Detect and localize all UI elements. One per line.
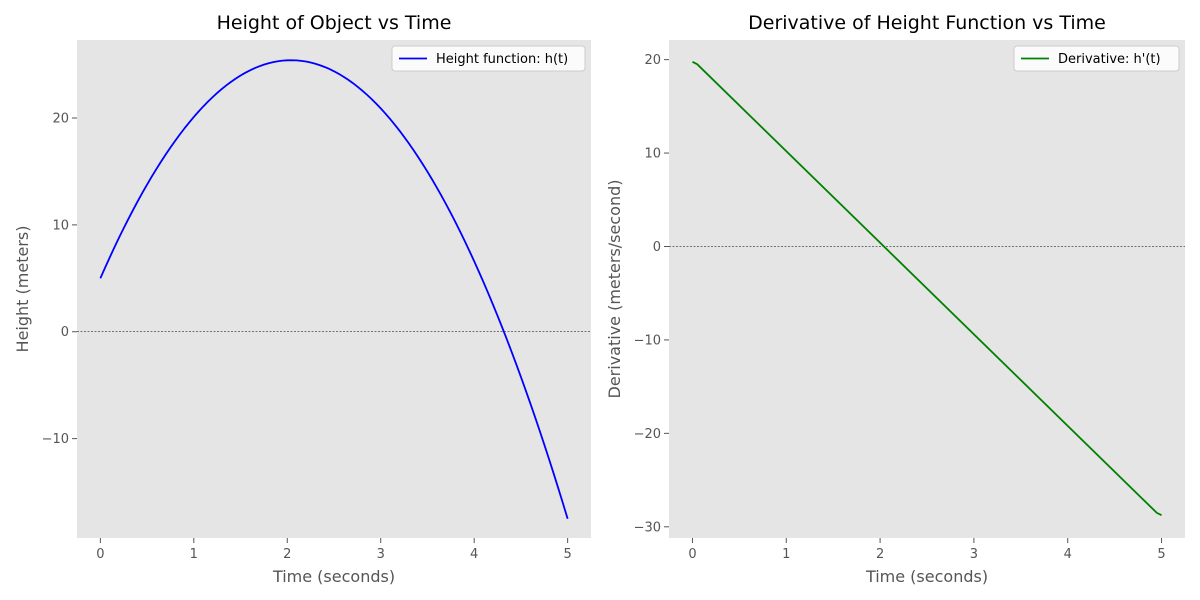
- y-tick-label: −10: [42, 432, 69, 447]
- x-axis-label: Time (seconds): [272, 567, 395, 586]
- y-tick-label: −20: [634, 427, 661, 442]
- legend: Derivative: h'(t): [1013, 45, 1180, 72]
- x-tick-label: 4: [470, 547, 478, 562]
- y-tick-label: −30: [634, 520, 661, 535]
- series-line: [99, 59, 569, 520]
- x-tick-label: 4: [1064, 547, 1072, 562]
- ticks: 0 1 2 3 4 5 −10 0 10 20: [42, 112, 572, 562]
- y-tick-label: 20: [52, 112, 69, 127]
- ticks: 0 1 2 3 4 5 −30 −20 −10 0 10 20: [634, 53, 1166, 562]
- x-axis-label: Time (seconds): [865, 567, 988, 586]
- series-lines: [669, 61, 1185, 517]
- chart-derivative: Derivative of Height Function vs Time 0 1…: [605, 12, 1185, 586]
- x-tick-label: 1: [782, 547, 790, 562]
- x-tick-label: 0: [96, 547, 104, 562]
- y-tick-label: 10: [52, 218, 69, 233]
- legend: Height function: h(t): [391, 45, 586, 72]
- x-tick-label: 3: [970, 547, 978, 562]
- plot-area: [77, 40, 591, 538]
- y-axis-label: Derivative (meters/second): [605, 180, 624, 399]
- chart-title: Height of Object vs Time: [217, 12, 452, 34]
- x-tick-label: 5: [563, 547, 571, 562]
- legend-box: [1013, 45, 1180, 72]
- y-tick-label: 0: [653, 240, 661, 255]
- series-line: [692, 61, 1162, 517]
- chart-height: Height of Object vs Time 0 1 2 3 4 5−1001020 …: [13, 12, 591, 586]
- y-axis-label: Height (meters): [13, 226, 32, 353]
- chart-title: Derivative of Height Function vs Time: [748, 12, 1106, 34]
- y-tick-label: 0: [61, 325, 69, 340]
- y-tick-label: 10: [644, 147, 661, 162]
- x-tick-label: 2: [876, 547, 884, 562]
- x-tick-label: 5: [1157, 547, 1165, 562]
- legend-box: [391, 45, 586, 72]
- x-tick-label: 0: [688, 547, 696, 562]
- legend-label: Derivative: h'(t): [1058, 52, 1161, 67]
- x-tick-label: 3: [377, 547, 385, 562]
- x-tick-label: 2: [283, 547, 291, 562]
- y-tick-label: −10: [634, 333, 661, 348]
- legend-label: Height function: h(t): [436, 52, 568, 67]
- y-tick-label: 20: [644, 53, 661, 68]
- x-tick-label: 1: [190, 547, 198, 562]
- series-lines: [77, 59, 591, 520]
